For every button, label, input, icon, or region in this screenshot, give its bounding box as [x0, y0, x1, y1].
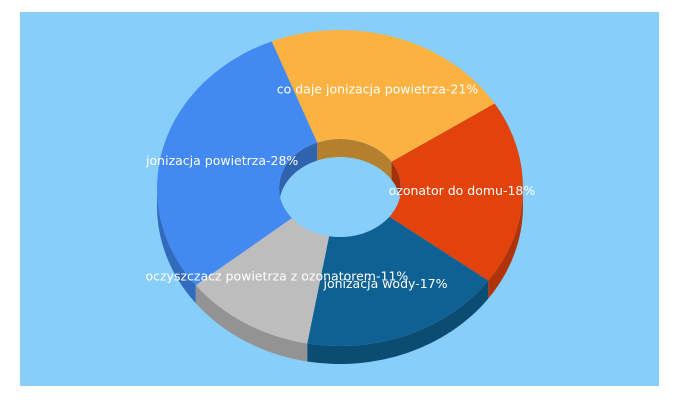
slice-side-3 — [307, 280, 489, 364]
slice-inner-wall-1 — [317, 139, 392, 180]
slice-2[interactable] — [389, 103, 523, 281]
slice-side-2 — [488, 188, 523, 299]
donut-hole-walls — [279, 139, 401, 237]
slice-label-1: co daje jonizacja powietrza-21% — [277, 82, 479, 97]
slice-3[interactable] — [307, 216, 489, 346]
slice-side-4 — [195, 285, 308, 362]
donut-slices — [156, 30, 523, 346]
slice-inner-wall-2 — [391, 161, 401, 206]
slice-4[interactable] — [195, 218, 330, 344]
slice-label-2: ozonator do domu-18% — [389, 183, 536, 198]
slice-label-0: jonizacja powietrza-28% — [145, 153, 298, 168]
donut-labels: jonizacja powietrza-28% co daje jonizacja… — [145, 82, 535, 292]
slice-label-4: oczyszczacz powietrza z ozonatorem-11% — [145, 269, 408, 284]
donut-3d-sides — [157, 188, 523, 364]
slice-inner-wall-0 — [279, 142, 318, 206]
slice-label-3: jonizacja wody-17% — [322, 276, 447, 291]
slice-side-0 — [157, 188, 196, 304]
slice-0[interactable] — [156, 41, 318, 286]
slice-1[interactable] — [271, 30, 495, 162]
